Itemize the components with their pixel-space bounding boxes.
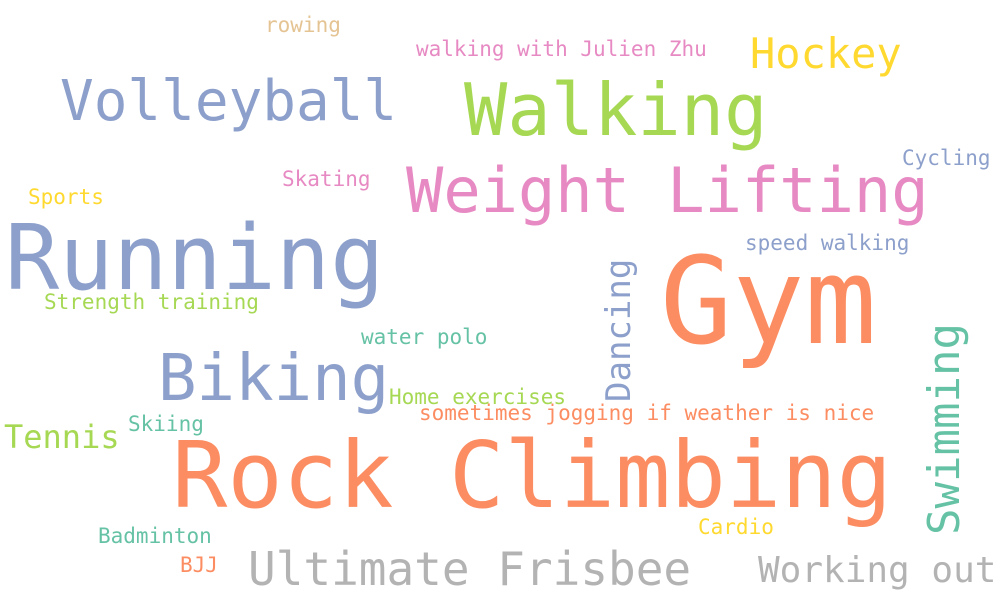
word-weight-lifting: Weight Lifting	[406, 154, 929, 227]
word-tennis: Tennis	[4, 418, 120, 456]
word-cycling: Cycling	[902, 146, 991, 170]
word-dancing: Dancing	[599, 258, 639, 402]
word-skiing: Skiing	[128, 412, 204, 436]
word-walking-with-julien-zhu: walking with Julien Zhu	[416, 37, 707, 61]
word-rowing: rowing	[265, 13, 341, 37]
word-swimming: Swimming	[919, 323, 970, 535]
word-cardio: Cardio	[698, 515, 774, 539]
word-running: Running	[5, 206, 385, 311]
word-speed-walking: speed walking	[745, 231, 910, 255]
word-gym: Gym	[660, 233, 877, 372]
word-sometimes-jogging: sometimes jogging if weather is nice	[419, 401, 875, 425]
word-working-out: Working out	[758, 550, 997, 591]
word-bjj: BJJ	[180, 553, 218, 577]
word-ultimate-frisbee: Ultimate Frisbee	[248, 542, 692, 596]
word-home-exercises: Home exercises	[389, 385, 567, 409]
word-badminton: Badminton	[98, 524, 212, 548]
word-rock-climbing: Rock Climbing	[172, 422, 893, 529]
word-skating: Skating	[282, 167, 371, 191]
word-water-polo: water polo	[361, 325, 488, 349]
word-strength-training: Strength training	[44, 290, 259, 314]
word-hockey: Hockey	[750, 29, 902, 78]
word-volleyball: Volleyball	[60, 69, 398, 134]
word-biking: Biking	[158, 342, 390, 416]
word-walking: Walking	[464, 68, 768, 152]
word-sports: Sports	[28, 185, 104, 209]
